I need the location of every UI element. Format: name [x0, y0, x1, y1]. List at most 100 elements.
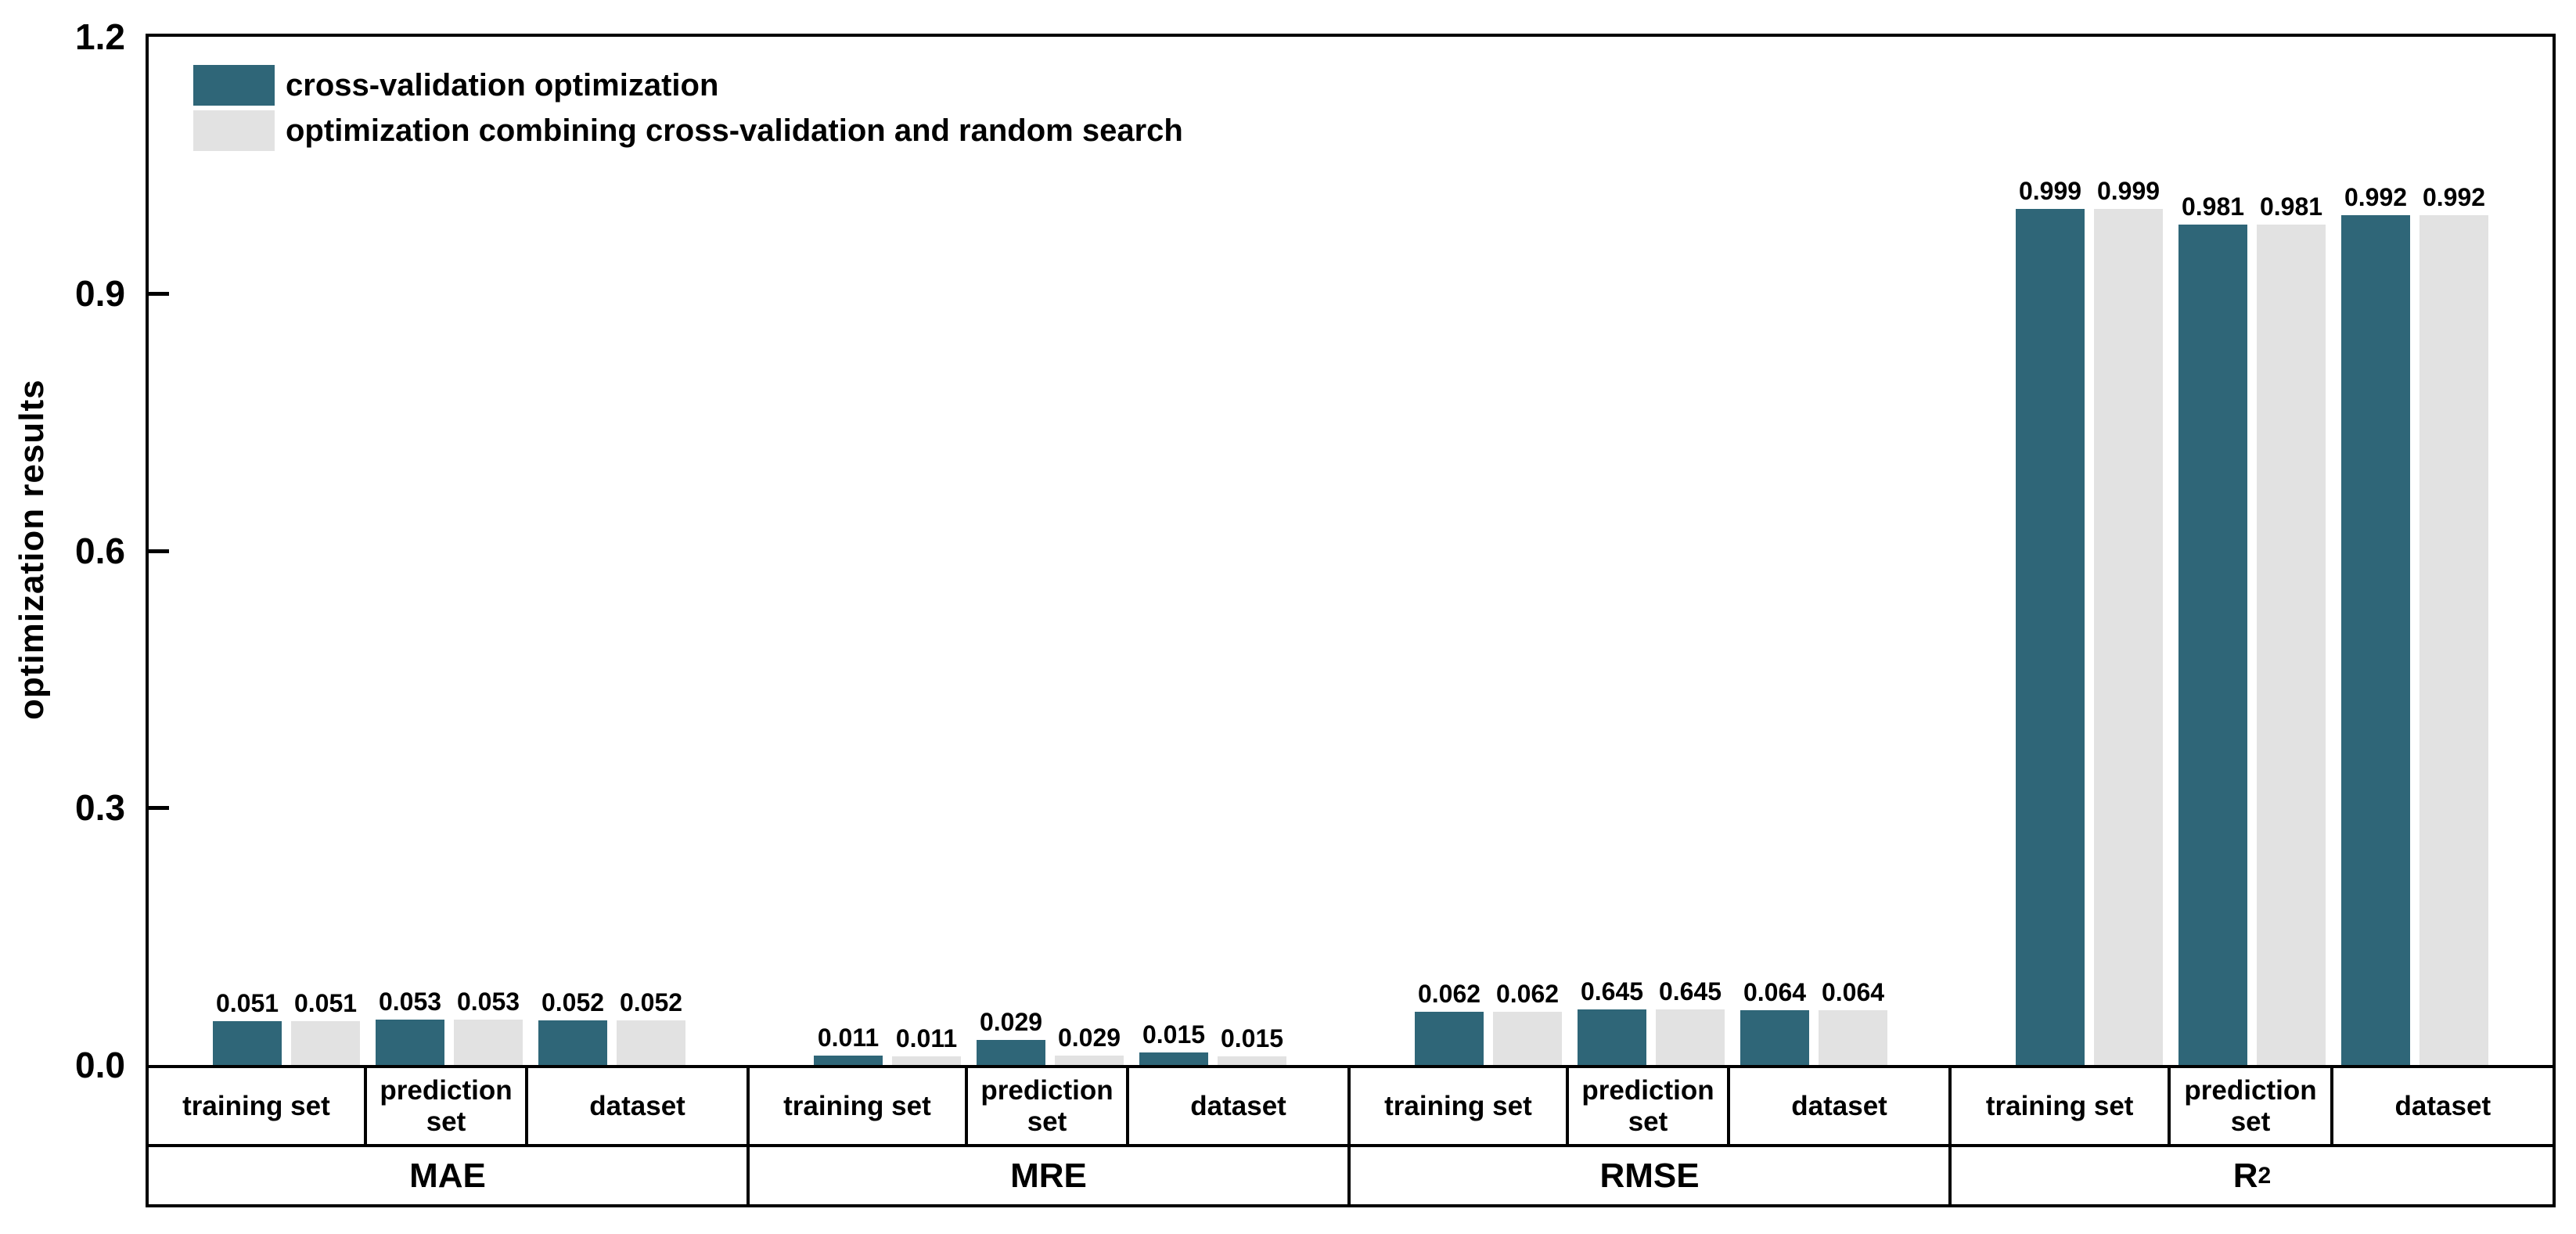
- pair-r2-dataset: 0.992 0.992: [2341, 184, 2488, 1065]
- y-tick-label-0.3: 0.3: [75, 787, 125, 828]
- y-tick-mark-0.3: [149, 806, 169, 810]
- bar-rmse-dataset-cv: [1740, 1009, 1809, 1065]
- y-tick-mark-0.6: [149, 549, 169, 553]
- category-group-rmse: training set prediction set dataset RMSE: [1351, 1068, 1952, 1204]
- bar-value-label: 0.064: [1821, 977, 1885, 1006]
- bar-mre-training-rs: [892, 1056, 961, 1065]
- bar-rmse-prediction-cv: [1578, 1009, 1646, 1065]
- subcategory-cell: prediction set: [968, 1068, 1130, 1144]
- category-group-mae: training set prediction set dataset MAE: [149, 1068, 750, 1204]
- bar-value-label: 0.062: [1417, 980, 1481, 1009]
- pair-mae-training-set: 0.051 0.051: [213, 990, 360, 1065]
- bar-value-label: 0.992: [2344, 182, 2408, 211]
- legend-item-cv-random-search: optimization combining cross-validation …: [193, 110, 1183, 151]
- subcategory-cell: dataset: [2394, 1090, 2491, 1121]
- bar-mae-prediction-rs: [454, 1020, 523, 1065]
- bar-r2-training-rs: [2094, 209, 2163, 1065]
- bar-value-label: 0.051: [293, 989, 358, 1018]
- subcategory-cell: training set: [1952, 1068, 2171, 1144]
- bar-r2-training-cv: [2016, 209, 2085, 1065]
- bar-rmse-training-rs: [1493, 1012, 1562, 1065]
- bar-value-label: 0.052: [619, 988, 683, 1017]
- pair-rmse-training-set: 0.062 0.062: [1415, 980, 1562, 1065]
- bar-group-mae: 0.051 0.051 0.053 0.053 0.052 0.052: [149, 37, 750, 1065]
- bar-mre-dataset-cv: [1139, 1052, 1208, 1065]
- category-group-mre: training set prediction set dataset MRE: [750, 1068, 1351, 1204]
- y-tick-label-0.9: 0.9: [75, 273, 125, 314]
- plot-area: cross-validation optimization optimizati…: [146, 34, 2556, 1068]
- subcategory-cell: training set: [149, 1068, 367, 1144]
- bar-value-label: 0.011: [895, 1024, 958, 1053]
- subcategory-cell: dataset: [589, 1090, 685, 1121]
- pair-mae-dataset: 0.052 0.052: [538, 989, 685, 1065]
- bar-value-label: 0.064: [1743, 977, 1807, 1006]
- x-axis-category-table: training set prediction set dataset MAE …: [146, 1068, 2556, 1207]
- y-tick-label-0.0: 0.0: [75, 1045, 125, 1085]
- y-tick-label-0.6: 0.6: [75, 531, 125, 571]
- pair-r2-training-set: 0.999 0.999: [2016, 178, 2163, 1065]
- bar-r2-dataset-cv: [2341, 214, 2410, 1065]
- legend-swatch-cv-random-search: [193, 110, 275, 151]
- pair-rmse-dataset: 0.064 0.064: [1740, 979, 1887, 1065]
- bar-value-label: 0.062: [1495, 980, 1560, 1009]
- metric-label-mre: MRE: [1010, 1156, 1087, 1195]
- subcategory-cell: prediction set: [367, 1068, 529, 1144]
- bar-r2-prediction-cv: [2178, 224, 2247, 1065]
- legend-swatch-cross-validation: [193, 65, 275, 106]
- bar-mae-training-cv: [213, 1021, 282, 1065]
- bar-group-mre: 0.011 0.011 0.029 0.029 0.015 0.015: [750, 37, 1351, 1065]
- metric-label-rmse: RMSE: [1599, 1156, 1700, 1195]
- bar-r2-prediction-rs: [2257, 224, 2326, 1065]
- bar-rmse-dataset-rs: [1819, 1009, 1887, 1065]
- bar-value-label: 0.999: [2096, 177, 2160, 206]
- bar-mae-prediction-cv: [376, 1020, 444, 1065]
- bar-value-label: 0.015: [1220, 1024, 1284, 1053]
- bar-value-label: 0.029: [1057, 1024, 1121, 1052]
- bar-rmse-training-cv: [1415, 1012, 1484, 1065]
- pair-mae-prediction-set: 0.053 0.053: [376, 988, 523, 1065]
- bar-value-label: 0.645: [1580, 977, 1644, 1006]
- bar-value-label: 0.999: [2018, 177, 2082, 206]
- y-tick-mark-0.9: [149, 292, 169, 296]
- bar-value-label: 0.051: [215, 989, 279, 1018]
- pair-mre-prediction-set: 0.029 0.029: [977, 1009, 1124, 1065]
- bar-group-rmse: 0.062 0.062 0.645 0.645 0.064 0.064: [1351, 37, 1952, 1065]
- bar-value-label: 0.015: [1142, 1020, 1206, 1049]
- legend-item-cross-validation: cross-validation optimization: [193, 65, 1183, 106]
- bar-value-label: 0.011: [817, 1024, 880, 1052]
- bar-value-label: 0.052: [541, 988, 605, 1017]
- pair-r2-prediction-set: 0.981 0.981: [2178, 193, 2326, 1065]
- subcategory-cell: dataset: [1190, 1090, 1286, 1121]
- bar-rmse-prediction-rs: [1656, 1009, 1725, 1065]
- bar-r2-dataset-rs: [2419, 214, 2488, 1065]
- bar-mre-dataset-rs: [1218, 1056, 1286, 1065]
- legend-label: optimization combining cross-validation …: [286, 113, 1183, 148]
- bar-group-r2: 0.999 0.999 0.981 0.981 0.992 0.992: [1952, 37, 2553, 1065]
- subcategory-cell: dataset: [1791, 1090, 1887, 1121]
- y-tick-label-1.2: 1.2: [75, 16, 125, 57]
- bar-value-label: 0.645: [1658, 977, 1722, 1006]
- legend: cross-validation optimization optimizati…: [193, 65, 1183, 151]
- bar-mre-training-cv: [814, 1056, 883, 1065]
- subcategory-cell: training set: [750, 1068, 968, 1144]
- bar-mae-training-rs: [291, 1021, 360, 1065]
- bar-value-label: 0.053: [456, 988, 520, 1016]
- metric-label-mae: MAE: [409, 1156, 486, 1195]
- subcategory-cell: prediction set: [1569, 1068, 1731, 1144]
- subcategory-cell: prediction set: [2171, 1068, 2333, 1144]
- bar-mae-dataset-rs: [617, 1020, 685, 1065]
- bar-mre-prediction-rs: [1055, 1056, 1124, 1065]
- pair-rmse-prediction-set: 0.645 0.645: [1578, 978, 1725, 1065]
- bar-value-label: 0.981: [2259, 192, 2323, 221]
- pair-mre-dataset: 0.015 0.015: [1139, 1021, 1286, 1065]
- bar-value-label: 0.053: [378, 988, 442, 1016]
- bar-mae-dataset-cv: [538, 1020, 607, 1065]
- pair-mre-training-set: 0.011 0.011: [814, 1024, 961, 1065]
- bar-value-label: 0.992: [2422, 182, 2486, 211]
- subcategory-cell: training set: [1351, 1068, 1569, 1144]
- legend-label: cross-validation optimization: [286, 67, 719, 103]
- bar-value-label: 0.029: [979, 1008, 1043, 1037]
